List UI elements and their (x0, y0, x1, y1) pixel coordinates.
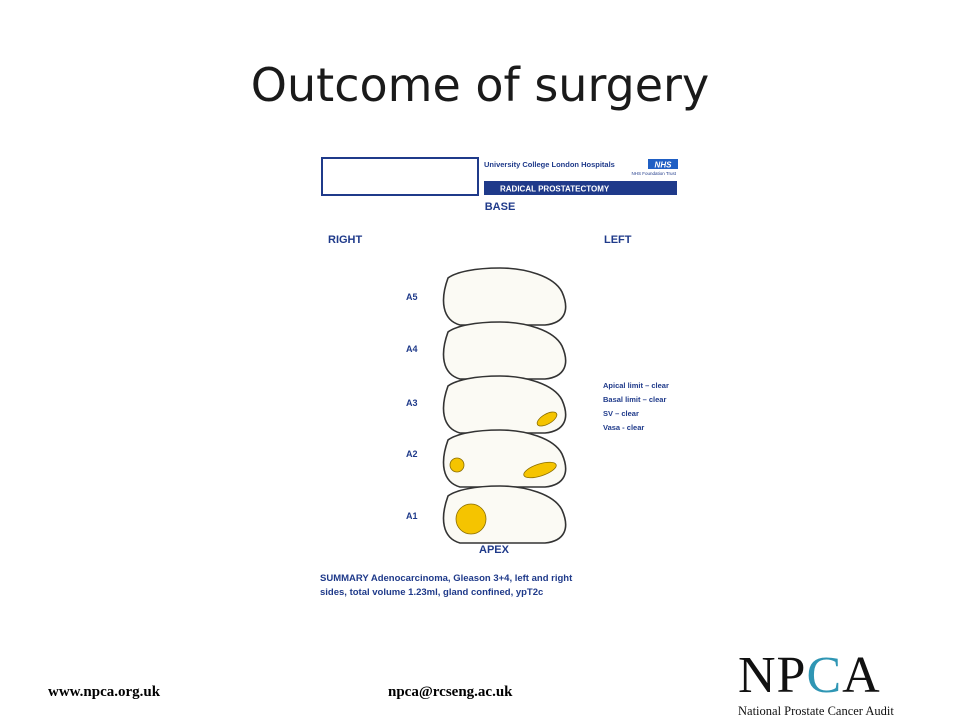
section-label-a5: A5 (406, 292, 418, 302)
section-a5 (442, 267, 567, 326)
tumour-focus-a2-left (523, 461, 557, 479)
npca-logo-letters: NPCA (738, 650, 918, 702)
summary-line-1: SUMMARY Adenocarcinoma, Gleason 3+4, lef… (320, 573, 573, 584)
hospital-name: University College London Hospitals (484, 160, 615, 169)
website-link[interactable]: www.npca.org.uk (48, 684, 161, 700)
slide-title: Outcome of surgery (250, 58, 710, 112)
section-label-a3: A3 (406, 398, 418, 408)
apex-label: APEX (479, 544, 510, 556)
patient-label-box (321, 157, 479, 196)
section-label-a2: A2 (406, 449, 418, 459)
procedure-title: RADICAL PROSTATECTOMY (500, 185, 610, 194)
nhs-badge (648, 159, 678, 169)
base-label: BASE (485, 201, 516, 213)
logo-part-a: A (842, 647, 881, 704)
tumour-focus-a3 (536, 411, 558, 427)
prostatectomy-diagram: University College London Hospitals NHS … (300, 150, 720, 610)
email-link[interactable]: npca@rcseng.ac.uk (388, 684, 513, 700)
tumour-focus-a2-right (449, 457, 465, 473)
left-label: LEFT (604, 234, 632, 246)
section-label-a4: A4 (406, 344, 418, 354)
section-a2 (442, 429, 567, 488)
margin-basal: Basal limit – clear (603, 395, 666, 404)
margin-apical: Apical limit – clear (603, 381, 669, 390)
section-a3 (442, 375, 567, 434)
logo-part-np: NP (738, 647, 807, 704)
margin-sv: SV – clear (603, 409, 639, 418)
trust-name: NHS Foundation Trust (631, 171, 676, 176)
npca-logo: NPCA National Prostate Cancer Audit (738, 650, 918, 720)
margin-vasa: Vasa - clear (603, 423, 644, 432)
procedure-banner (484, 181, 677, 195)
prostatectomy-map: University College London Hospitals NHS … (320, 157, 678, 598)
summary-line-2: sides, total volume 1.23ml, gland confin… (320, 587, 543, 598)
logo-subtitle: National Prostate Cancer Audit (738, 704, 894, 718)
section-label-a1: A1 (406, 511, 418, 521)
nhs-badge-text: NHS (655, 161, 673, 170)
tumour-focus-a1 (455, 503, 487, 535)
right-label: RIGHT (328, 234, 363, 246)
section-a4 (442, 321, 567, 380)
logo-part-c: C (806, 647, 843, 704)
